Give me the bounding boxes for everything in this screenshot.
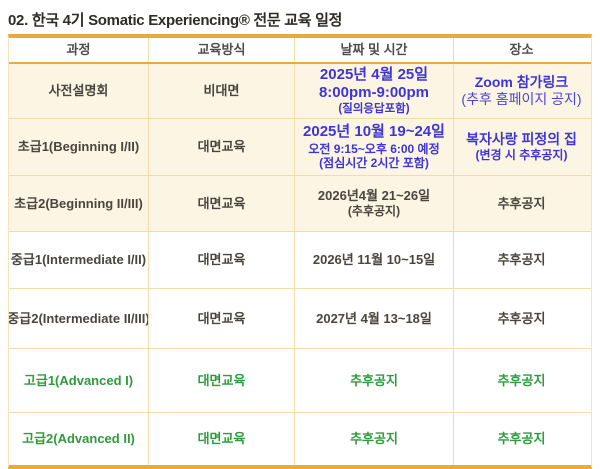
course-label: 초급1(Beginning I/II) — [17, 139, 140, 155]
method-label: 대면교육 — [197, 310, 246, 326]
place-cell: 추후공지 — [454, 349, 589, 412]
place-line: 추후공지 — [497, 252, 546, 268]
method-label: 대면교육 — [197, 431, 246, 447]
place-line: 추후공지 — [497, 431, 546, 447]
place-line: 복자사랑 피정의 집 — [466, 131, 577, 148]
place-note: (추후 홈페이지 공지) — [461, 91, 582, 107]
header-label-place: 장소 — [509, 42, 534, 58]
place-cell: Zoom 참가링크 (추후 홈페이지 공지) — [454, 64, 589, 118]
method-cell: 비대면 — [149, 64, 295, 118]
date-line: 2027년 4월 13~18일 — [316, 310, 432, 326]
schedule-table: 과정 교육방식 날짜 및 시간 장소 사전설명회 비대면 2025년 4월 25… — [8, 34, 592, 469]
method-cell: 대면교육 — [149, 119, 295, 175]
header-label-course: 과정 — [66, 42, 91, 58]
header-cell-place: 장소 — [454, 38, 589, 62]
method-cell: 대면교육 — [149, 349, 295, 412]
date-line: 8:00pm-9:00pm — [318, 83, 430, 101]
place-line: 추후공지 — [497, 310, 546, 326]
place-line: Zoom 참가링크 — [474, 73, 569, 90]
method-label: 대면교육 — [197, 252, 246, 268]
place-cell: 추후공지 — [454, 232, 589, 288]
course-cell: 초급2(Beginning II/III) — [9, 176, 149, 231]
table-header-row: 과정 교육방식 날짜 및 시간 장소 — [9, 38, 591, 64]
method-cell: 대면교육 — [149, 232, 295, 288]
course-cell: 중급1(Intermediate I/II) — [9, 232, 149, 288]
course-cell: 초급1(Beginning I/II) — [9, 119, 149, 175]
date-note: (점심시간 2시간 포함) — [319, 156, 429, 171]
table-row-intermediate2: 중급2(Intermediate II/III) 대면교육 2027년 4월 1… — [9, 289, 591, 349]
table-row-beginning1: 초급1(Beginning I/II) 대면교육 2025년 10월 19~24… — [9, 119, 591, 176]
date-line: 추후공지 — [350, 372, 398, 388]
table-row-intermediate1: 중급1(Intermediate I/II) 대면교육 2026년 11월 10… — [9, 232, 591, 289]
place-cell: 추후공지 — [454, 413, 589, 465]
place-line: 추후공지 — [497, 195, 546, 211]
date-cell: 2026년4월 21~26일 (추후공지) — [295, 176, 454, 231]
course-label: 고급2(Advanced II) — [22, 431, 135, 447]
date-cell: 2026년 11월 10~15일 — [295, 232, 454, 288]
place-cell: 추후공지 — [454, 176, 589, 231]
course-cell: 중급2(Intermediate II/III) — [9, 289, 149, 348]
method-cell: 대면교육 — [149, 413, 295, 465]
place-note: (변경 시 추후공지) — [475, 148, 568, 163]
method-cell: 대면교육 — [149, 176, 295, 231]
course-cell: 고급1(Advanced I) — [9, 349, 149, 412]
date-line: 2026년 11월 10~15일 — [312, 252, 436, 268]
date-cell: 2025년 4월 25일 8:00pm-9:00pm (질의응답포함) — [295, 64, 454, 118]
date-cell: 2027년 4월 13~18일 — [295, 289, 454, 348]
date-note: (질의응답포함) — [338, 103, 410, 116]
page-title: 02. 한국 4기 Somatic Experiencing® 전문 교육 일정 — [8, 12, 343, 29]
course-label: 초급2(Beginning II/III) — [14, 195, 143, 211]
course-label: 사전설명회 — [48, 83, 109, 99]
header-cell-method: 교육방식 — [149, 38, 295, 62]
header-cell-course: 과정 — [9, 38, 149, 62]
course-label: 중급2(Intermediate II/III) — [9, 310, 149, 326]
method-label: 대면교육 — [197, 195, 246, 211]
date-cell: 2025년 10월 19~24일 오전 9:15~오후 6:00 예정 (점심시… — [295, 119, 454, 175]
date-note: (추후공지) — [347, 204, 401, 219]
method-label: 대면교육 — [197, 372, 246, 388]
method-cell: 대면교육 — [149, 289, 295, 348]
course-label: 중급1(Intermediate I/II) — [10, 252, 147, 268]
date-line: 2025년 4월 25일 — [319, 65, 429, 83]
date-line: 추후공지 — [350, 431, 398, 447]
table-row-advanced2: 고급2(Advanced II) 대면교육 추후공지 추후공지 — [9, 413, 591, 465]
date-line: 오전 9:15~오후 6:00 예정 — [308, 141, 440, 156]
date-line: 2026년4월 21~26일 — [317, 188, 431, 204]
date-cell: 추후공지 — [295, 349, 454, 412]
method-label: 비대면 — [203, 83, 240, 99]
header-cell-date: 날짜 및 시간 — [295, 38, 454, 62]
place-cell: 복자사랑 피정의 집 (변경 시 추후공지) — [454, 119, 589, 175]
header-label-date: 날짜 및 시간 — [340, 42, 408, 58]
place-line: 추후공지 — [497, 372, 546, 388]
table-row-beginning2: 초급2(Beginning II/III) 대면교육 2026년4월 21~26… — [9, 176, 591, 232]
header-label-method: 교육방식 — [197, 42, 246, 58]
table-row-orientation: 사전설명회 비대면 2025년 4월 25일 8:00pm-9:00pm (질의… — [9, 64, 591, 119]
course-cell: 사전설명회 — [9, 64, 149, 118]
place-cell: 추후공지 — [454, 289, 589, 348]
date-line: 2025년 10월 19~24일 — [303, 123, 445, 141]
table-row-advanced1: 고급1(Advanced I) 대면교육 추후공지 추후공지 — [9, 349, 591, 413]
course-cell: 고급2(Advanced II) — [9, 413, 149, 465]
date-cell: 추후공지 — [295, 413, 454, 465]
course-label: 고급1(Advanced I) — [23, 372, 134, 388]
method-label: 대면교육 — [197, 139, 246, 155]
